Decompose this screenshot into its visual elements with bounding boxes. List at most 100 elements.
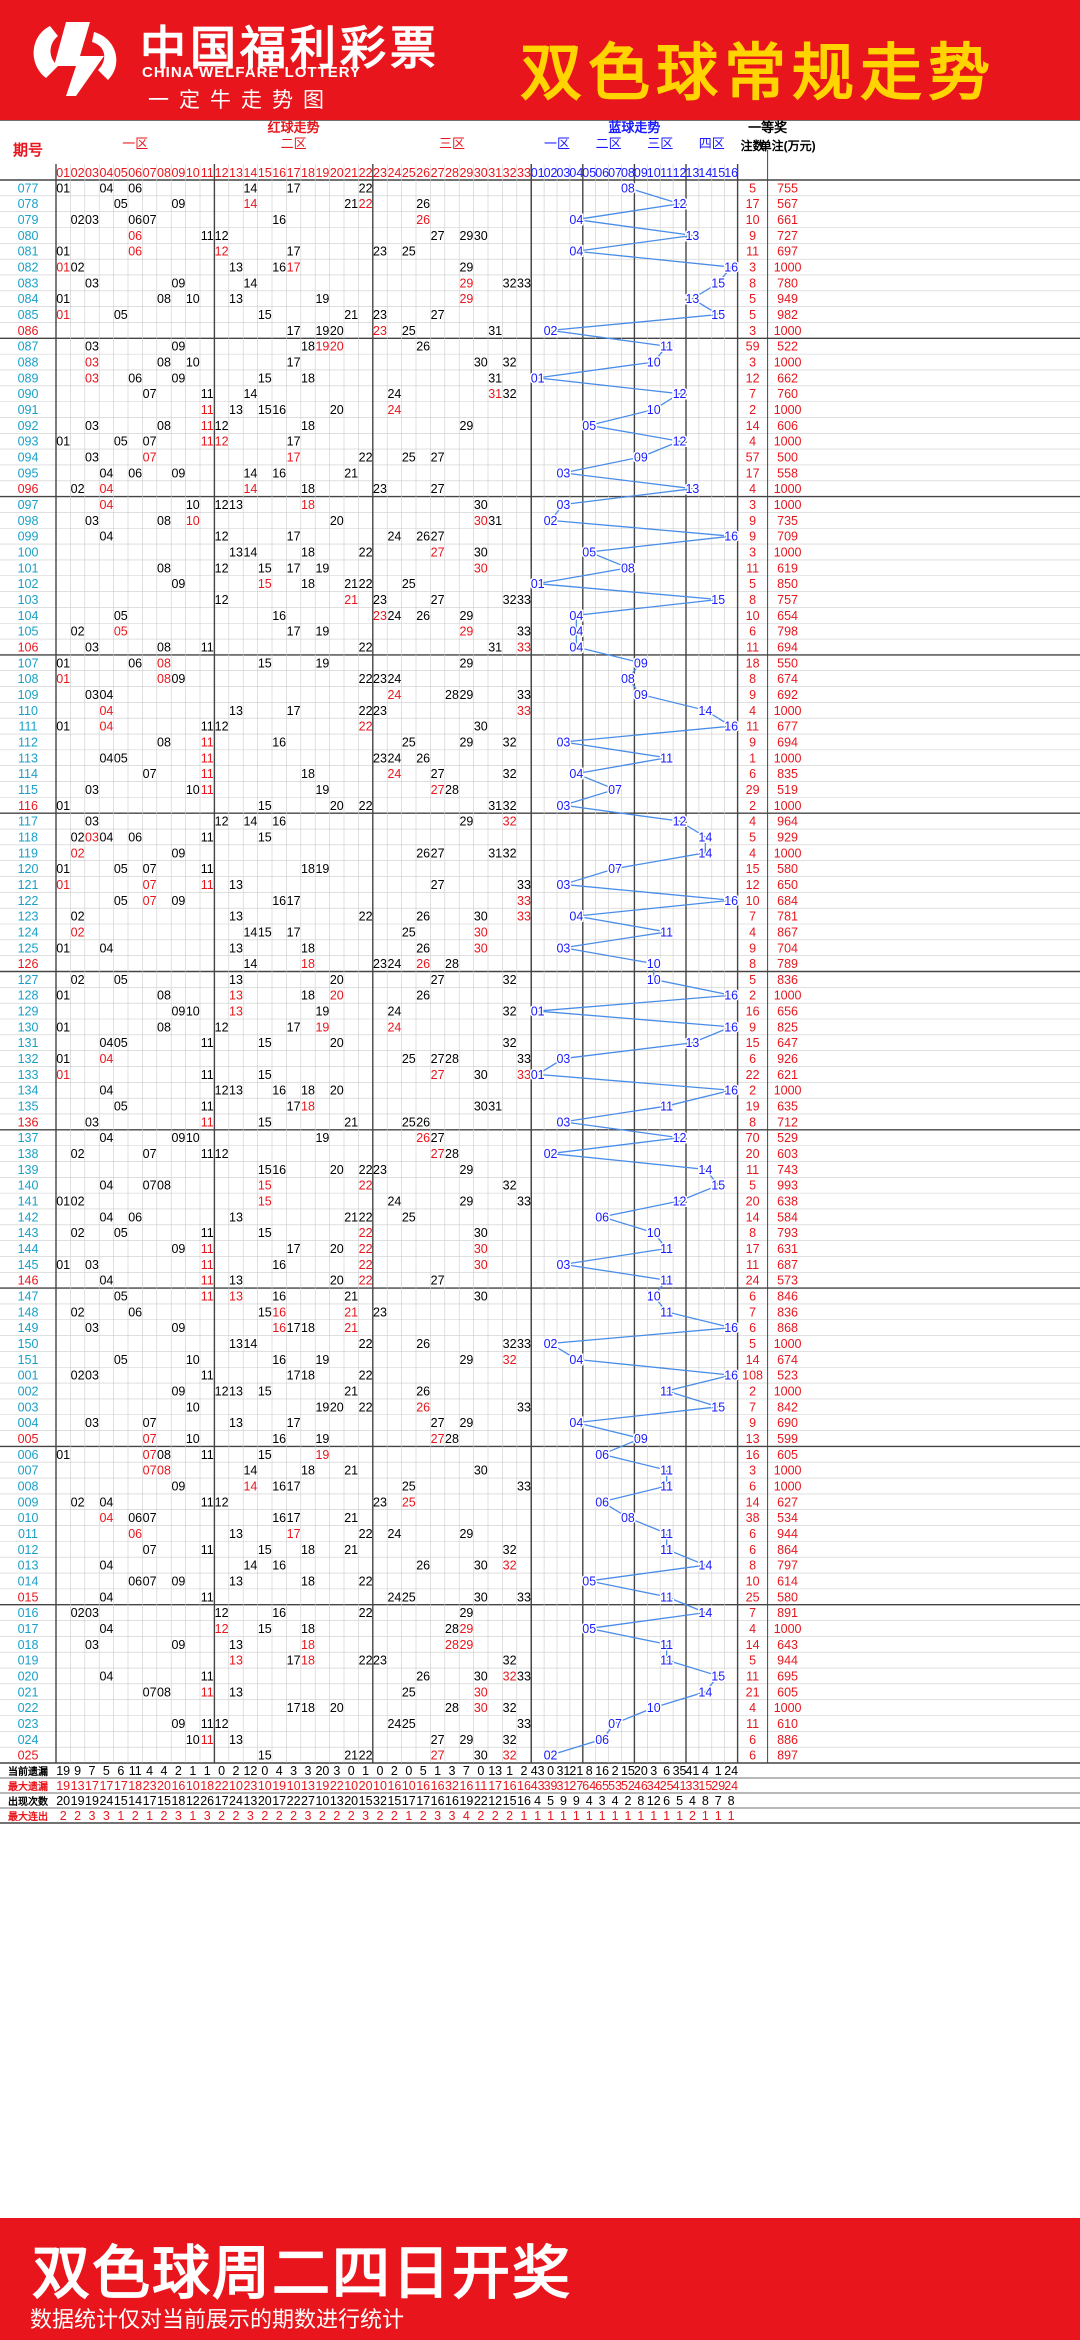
welfare-lottery-logo-icon (33, 22, 117, 96)
red-ball: 02 (71, 1195, 85, 1209)
red-ball: 30 (474, 546, 488, 560)
prize-amount: 891 (777, 1606, 798, 1620)
red-ball: 15 (258, 656, 272, 670)
prize-amount: 1000 (774, 435, 802, 449)
red-ball: 19 (315, 1353, 329, 1367)
prize-amount: 638 (777, 1195, 798, 1209)
red-ball: 24 (387, 530, 401, 544)
period-label: 092 (18, 419, 39, 433)
red-ball: 15 (258, 403, 272, 417)
red-ball: 02 (71, 482, 85, 496)
red-ball: 29 (459, 1163, 473, 1177)
red-number-header: 01 (56, 166, 70, 180)
blue-ball: 14 (698, 1163, 712, 1177)
red-ball: 01 (56, 261, 70, 275)
red-ball: 32 (503, 767, 517, 781)
red-ball: 27 (431, 846, 445, 860)
prize-amount: 789 (777, 957, 798, 971)
red-ball: 01 (56, 292, 70, 306)
red-ball: 04 (99, 181, 113, 195)
red-ball: 20 (330, 989, 344, 1003)
stat-value: 64 (582, 1779, 596, 1793)
prize-amount: 687 (777, 1258, 798, 1272)
stat-value: 2 (391, 1809, 398, 1823)
red-ball: 06 (128, 1210, 142, 1224)
stat-value: 1 (189, 1809, 196, 1823)
red-ball: 22 (359, 1258, 373, 1272)
red-ball: 09 (171, 276, 185, 290)
red-ball: 07 (143, 1543, 157, 1557)
red-ball: 15 (258, 1115, 272, 1129)
period-label: 114 (18, 767, 38, 781)
red-ball: 24 (387, 1527, 401, 1541)
blue-number-header: 13 (685, 166, 699, 180)
stat-value: 65 (595, 1779, 609, 1793)
red-ball: 20 (330, 324, 344, 338)
prize-amount: 1000 (774, 989, 802, 1003)
stat-value: 13 (243, 1794, 257, 1808)
prize-count: 6 (749, 1527, 756, 1541)
red-ball: 21 (344, 1290, 358, 1304)
stat-value: 2 (612, 1764, 619, 1778)
prize-count: 14 (746, 1210, 760, 1224)
stat-value: 1 (117, 1809, 124, 1823)
period-label: 147 (18, 1290, 39, 1304)
red-ball: 24 (387, 767, 401, 781)
red-ball: 27 (431, 530, 445, 544)
red-number-header: 05 (114, 166, 128, 180)
red-ball: 12 (215, 593, 229, 607)
red-ball: 18 (301, 340, 315, 354)
red-ball: 26 (416, 1400, 430, 1414)
red-ball: 31 (488, 799, 502, 813)
red-ball: 16 (272, 1305, 286, 1319)
red-ball: 11 (201, 229, 214, 243)
stat-value: 19 (56, 1764, 70, 1778)
red-ball: 07 (143, 894, 157, 908)
period-label: 089 (18, 371, 39, 385)
red-ball: 27 (431, 229, 445, 243)
blue-ball: 06 (595, 1733, 609, 1747)
prize-count: 6 (749, 1052, 756, 1066)
stat-value: 1 (624, 1809, 631, 1823)
period-label: 136 (18, 1115, 39, 1129)
prize-amount: 993 (777, 1179, 798, 1193)
red-ball: 21 (344, 1115, 358, 1129)
blue-ball: 16 (724, 720, 738, 734)
stat-value: 12 (186, 1794, 200, 1808)
prize-count: 2 (749, 1384, 756, 1398)
red-ball: 33 (517, 625, 531, 639)
prize-count: 25 (746, 1590, 760, 1604)
prize-count: 6 (749, 767, 756, 781)
red-ball: 32 (503, 387, 517, 401)
prize-count: 6 (749, 625, 756, 639)
red-number-header: 27 (431, 166, 445, 180)
blue-ball: 16 (724, 894, 738, 908)
blue-ball: 04 (569, 910, 583, 924)
stat-value: 16 (517, 1794, 531, 1808)
red-ball: 08 (157, 735, 171, 749)
blue-ball: 11 (660, 1527, 673, 1541)
blue-number-header: 05 (582, 166, 596, 180)
red-ball: 01 (56, 1448, 70, 1462)
period-label: 080 (18, 229, 39, 243)
stat-value: 1 (204, 1764, 211, 1778)
blue-ball: 08 (621, 181, 635, 195)
red-ball: 02 (71, 973, 85, 987)
prize-amount: 677 (777, 720, 798, 734)
stat-value: 1 (547, 1809, 554, 1823)
red-ball: 16 (272, 466, 286, 480)
prize-amount: 760 (777, 387, 798, 401)
red-ball: 22 (359, 1574, 373, 1588)
blue-number-header: 14 (698, 166, 712, 180)
prize-count: 16 (746, 1005, 760, 1019)
red-ball: 01 (56, 308, 70, 322)
red-ball: 25 (402, 577, 416, 591)
stat-value: 16 (517, 1779, 531, 1793)
red-ball: 30 (474, 1590, 488, 1604)
red-ball: 03 (85, 1369, 99, 1383)
blue-ball: 08 (621, 561, 635, 575)
red-ball: 12 (215, 561, 229, 575)
red-ball: 18 (301, 546, 315, 560)
red-ball: 03 (85, 1115, 99, 1129)
prize-amount: 522 (777, 340, 798, 354)
